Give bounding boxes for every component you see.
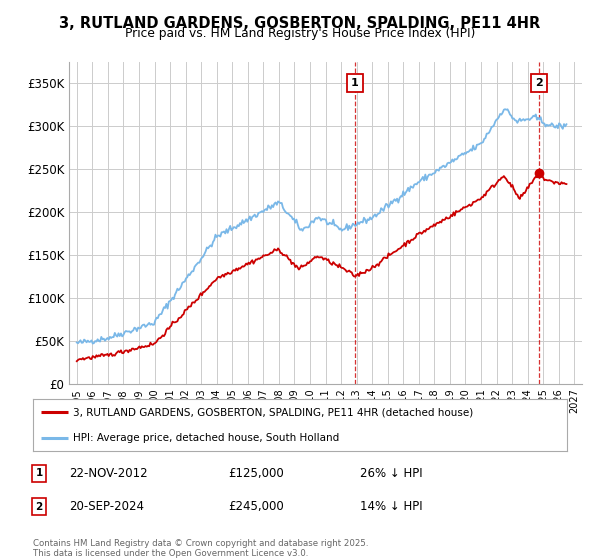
- Text: 20-SEP-2024: 20-SEP-2024: [69, 500, 144, 514]
- Text: Price paid vs. HM Land Registry's House Price Index (HPI): Price paid vs. HM Land Registry's House …: [125, 27, 475, 40]
- Text: 3, RUTLAND GARDENS, GOSBERTON, SPALDING, PE11 4HR (detached house): 3, RUTLAND GARDENS, GOSBERTON, SPALDING,…: [73, 407, 473, 417]
- Text: £245,000: £245,000: [228, 500, 284, 514]
- Text: 2: 2: [535, 78, 542, 88]
- Text: 1: 1: [351, 78, 359, 88]
- Text: £125,000: £125,000: [228, 466, 284, 480]
- Text: 2: 2: [35, 502, 43, 512]
- Text: 1: 1: [35, 468, 43, 478]
- Text: HPI: Average price, detached house, South Holland: HPI: Average price, detached house, Sout…: [73, 433, 340, 443]
- Text: 14% ↓ HPI: 14% ↓ HPI: [360, 500, 422, 514]
- Text: Contains HM Land Registry data © Crown copyright and database right 2025.
This d: Contains HM Land Registry data © Crown c…: [33, 539, 368, 558]
- Text: 26% ↓ HPI: 26% ↓ HPI: [360, 466, 422, 480]
- Text: 22-NOV-2012: 22-NOV-2012: [69, 466, 148, 480]
- Text: 3, RUTLAND GARDENS, GOSBERTON, SPALDING, PE11 4HR: 3, RUTLAND GARDENS, GOSBERTON, SPALDING,…: [59, 16, 541, 31]
